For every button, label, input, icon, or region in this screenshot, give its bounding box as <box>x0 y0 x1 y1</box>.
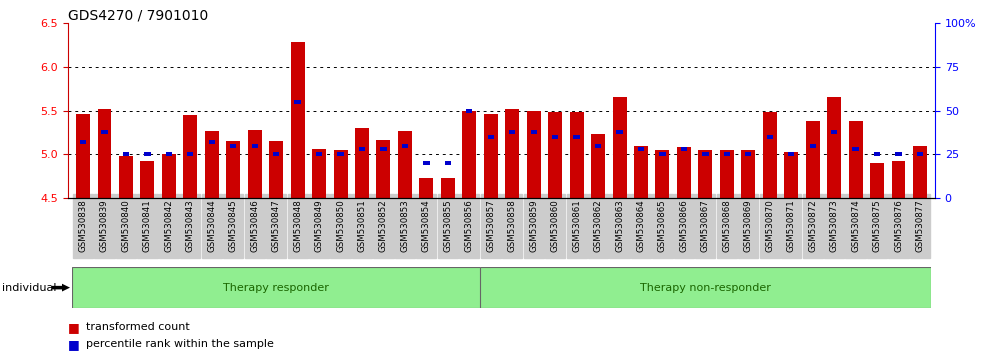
Bar <box>119 156 133 198</box>
Bar <box>595 144 601 148</box>
Bar <box>376 139 390 198</box>
Bar <box>634 146 648 198</box>
Text: Therapy responder: Therapy responder <box>223 282 329 293</box>
Bar <box>209 140 215 144</box>
Bar <box>788 153 794 156</box>
Bar <box>466 109 472 113</box>
Bar <box>484 114 498 198</box>
Bar <box>269 141 283 198</box>
Text: transformed count: transformed count <box>86 322 190 332</box>
Bar <box>334 150 348 198</box>
Bar <box>337 153 344 156</box>
Bar <box>505 109 519 198</box>
Bar <box>423 161 430 165</box>
Bar <box>806 121 820 198</box>
Bar <box>698 150 712 198</box>
Bar <box>763 112 777 198</box>
Bar <box>226 141 240 198</box>
Bar <box>745 153 751 156</box>
Bar <box>291 42 305 198</box>
Bar <box>570 112 584 198</box>
Bar <box>810 144 816 148</box>
Bar <box>166 153 172 156</box>
Bar <box>140 161 154 198</box>
Bar <box>248 130 262 198</box>
Bar <box>659 153 666 156</box>
Bar <box>398 131 412 198</box>
Bar <box>294 100 301 104</box>
Bar <box>913 146 927 198</box>
Bar <box>312 149 326 198</box>
Bar <box>101 130 108 133</box>
Bar <box>205 131 219 198</box>
Bar <box>849 121 863 198</box>
Bar <box>98 109 111 198</box>
Bar <box>892 161 905 198</box>
Bar <box>445 161 451 165</box>
Bar <box>462 110 476 198</box>
Bar <box>613 97 627 198</box>
Bar <box>831 130 837 133</box>
Bar <box>509 130 515 133</box>
Bar <box>895 153 902 156</box>
Bar <box>870 163 884 198</box>
Bar <box>419 178 433 198</box>
Bar <box>123 153 129 156</box>
Bar <box>273 153 279 156</box>
Bar <box>655 150 669 198</box>
Bar <box>616 130 623 133</box>
Bar <box>591 134 605 198</box>
Bar <box>230 144 236 148</box>
Bar <box>488 135 494 139</box>
Bar <box>720 150 734 198</box>
Bar <box>187 153 193 156</box>
Bar <box>827 97 841 198</box>
Text: ■: ■ <box>68 338 80 350</box>
Bar <box>80 140 86 144</box>
Bar <box>741 150 755 198</box>
Text: ■: ■ <box>68 321 80 334</box>
Bar <box>531 130 537 133</box>
Bar <box>162 154 176 198</box>
Bar <box>702 153 709 156</box>
Text: percentile rank within the sample: percentile rank within the sample <box>86 339 274 349</box>
Text: individual: individual <box>2 282 56 293</box>
Bar <box>76 114 90 198</box>
Bar <box>784 152 798 198</box>
Bar <box>548 112 562 198</box>
Bar <box>380 147 387 151</box>
Bar <box>144 153 151 156</box>
Bar <box>573 135 580 139</box>
Text: GDS4270 / 7901010: GDS4270 / 7901010 <box>68 9 208 23</box>
Bar <box>767 135 773 139</box>
Text: Therapy non-responder: Therapy non-responder <box>640 282 771 293</box>
Bar <box>183 115 197 198</box>
Bar <box>681 147 687 151</box>
Bar <box>527 110 541 198</box>
Bar <box>638 147 644 151</box>
Bar <box>316 153 322 156</box>
Bar <box>355 128 369 198</box>
Bar <box>874 153 880 156</box>
Bar <box>724 153 730 156</box>
Bar <box>402 144 408 148</box>
Bar <box>852 147 859 151</box>
Bar <box>552 135 558 139</box>
Bar <box>677 147 691 198</box>
Bar <box>359 147 365 151</box>
Bar <box>252 144 258 148</box>
Bar <box>917 153 923 156</box>
Bar <box>441 178 455 198</box>
